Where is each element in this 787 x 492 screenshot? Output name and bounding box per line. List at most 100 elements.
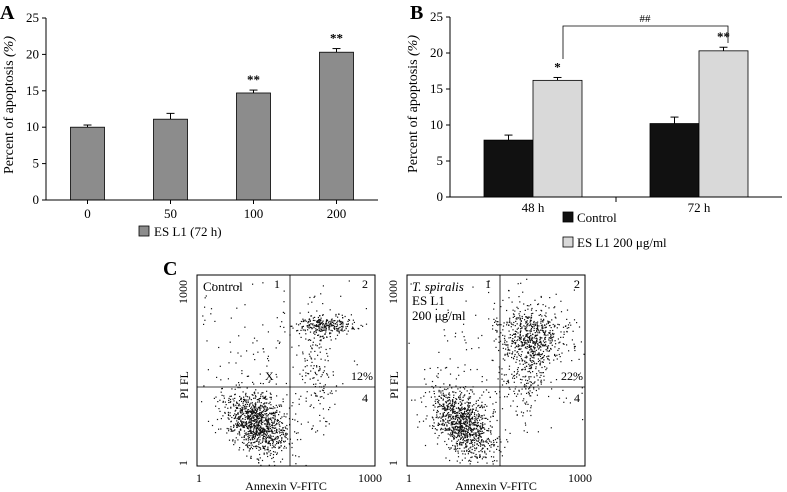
flow-dot	[351, 323, 354, 325]
flow-dot	[522, 291, 524, 293]
flow-dot	[480, 405, 482, 407]
flow-dot	[523, 385, 525, 387]
flow-dot	[512, 375, 515, 377]
flow-dot	[558, 353, 560, 356]
flow-dot	[252, 435, 254, 437]
quadrant-1-control: 1	[274, 277, 280, 291]
flow-dot	[536, 334, 539, 336]
flow-dot	[450, 429, 452, 431]
flow-dot	[254, 420, 256, 422]
flow-dot	[515, 341, 517, 344]
flow-dot	[302, 353, 304, 355]
flow-dot	[478, 347, 480, 349]
a-ytick-label: 25	[26, 10, 39, 25]
flow-dot	[432, 387, 435, 389]
flow-dot	[257, 428, 259, 430]
flow-dot	[474, 449, 476, 452]
flow-dot	[523, 430, 525, 432]
flow-dot	[479, 430, 481, 432]
flow-dot	[460, 409, 462, 411]
flow-dot	[484, 423, 486, 425]
flow-dot	[460, 416, 462, 419]
flow-dot	[435, 316, 437, 318]
panel-letter-b: B	[410, 2, 423, 24]
flow-dot	[481, 415, 483, 417]
flow-dot	[446, 429, 448, 431]
flow-dot	[305, 338, 307, 340]
flow-dot	[453, 408, 455, 410]
flow-dot	[348, 319, 350, 321]
flow-dot	[319, 326, 321, 328]
flow-dot	[329, 326, 331, 328]
flow-dot	[455, 429, 457, 431]
flow-dot	[440, 427, 442, 429]
flow-dot	[442, 412, 444, 414]
flow-dot	[283, 290, 285, 292]
flow-dot	[269, 428, 271, 430]
flow-dot	[530, 335, 532, 337]
flow-dot	[470, 412, 472, 414]
flow-dot	[461, 415, 463, 417]
flow-dot	[300, 438, 302, 441]
flow-dot	[210, 313, 212, 315]
flow-dot	[457, 433, 459, 435]
flow-dot	[312, 319, 314, 321]
flow-dot	[320, 376, 322, 378]
flow-dot	[308, 321, 310, 323]
flow-dot	[279, 432, 281, 434]
flow-dot	[453, 438, 455, 440]
flow-dot	[515, 361, 517, 363]
flow-dot	[534, 351, 536, 353]
flow-dot	[307, 326, 309, 328]
flow-dot	[525, 379, 527, 381]
flow-dot	[322, 314, 324, 316]
b-significance-label: **	[717, 29, 730, 44]
flow-dot	[330, 322, 332, 324]
flow-dot	[440, 429, 442, 431]
flow-dot	[481, 432, 483, 434]
flow-dot	[473, 444, 476, 446]
flow-dot	[243, 406, 245, 408]
flow-dot	[239, 395, 241, 398]
flow-dot	[272, 454, 275, 456]
flow-dot	[550, 336, 552, 338]
flow-dot	[323, 337, 325, 339]
flow-dot	[501, 368, 503, 370]
flow-dot	[299, 312, 301, 314]
flow-dot	[263, 420, 265, 422]
flow-dot	[505, 383, 508, 385]
flow-dot	[250, 446, 252, 448]
flow-dot	[539, 314, 542, 316]
flow-dot	[541, 366, 543, 369]
flow-dot	[471, 411, 474, 414]
flow-dot	[502, 299, 504, 301]
flow-dot	[416, 414, 418, 416]
flow-dot	[486, 429, 488, 432]
flow-dot	[252, 436, 254, 438]
flow-dot	[511, 373, 513, 375]
flow-dot	[252, 283, 254, 285]
flow-dot	[244, 405, 246, 407]
flow-dot	[247, 431, 249, 433]
flow-dot	[453, 416, 455, 418]
flow-dot	[227, 413, 230, 415]
flow-dot	[250, 410, 252, 412]
flow-dot	[322, 327, 324, 329]
flow-dot	[436, 414, 438, 416]
flow-dot	[319, 396, 321, 398]
flow-dot	[508, 365, 511, 367]
flow-dot	[568, 327, 570, 329]
flow-dot	[528, 376, 530, 378]
flow-dot	[303, 319, 305, 321]
flow-dot	[443, 423, 446, 425]
flow-dot	[549, 362, 551, 364]
flow-dot	[276, 432, 278, 434]
flow-dot	[256, 399, 258, 401]
flow-dot	[244, 414, 246, 417]
flow-dot	[262, 445, 264, 447]
flow-dot	[222, 415, 224, 417]
flow-dot	[527, 351, 529, 353]
flow-dot	[472, 408, 475, 410]
flow-dot	[540, 343, 542, 345]
flow-dot	[219, 365, 221, 367]
